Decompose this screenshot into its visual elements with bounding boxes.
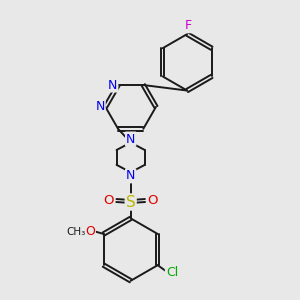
Text: N: N xyxy=(126,169,135,182)
Text: N: N xyxy=(95,100,105,113)
Text: O: O xyxy=(148,194,158,207)
Text: O: O xyxy=(85,225,95,238)
Text: S: S xyxy=(126,194,136,209)
Text: O: O xyxy=(103,194,114,207)
Text: Cl: Cl xyxy=(166,266,178,279)
Text: CH₃: CH₃ xyxy=(66,227,85,238)
Text: N: N xyxy=(126,133,135,146)
Text: N: N xyxy=(108,79,117,92)
Text: F: F xyxy=(185,19,192,32)
